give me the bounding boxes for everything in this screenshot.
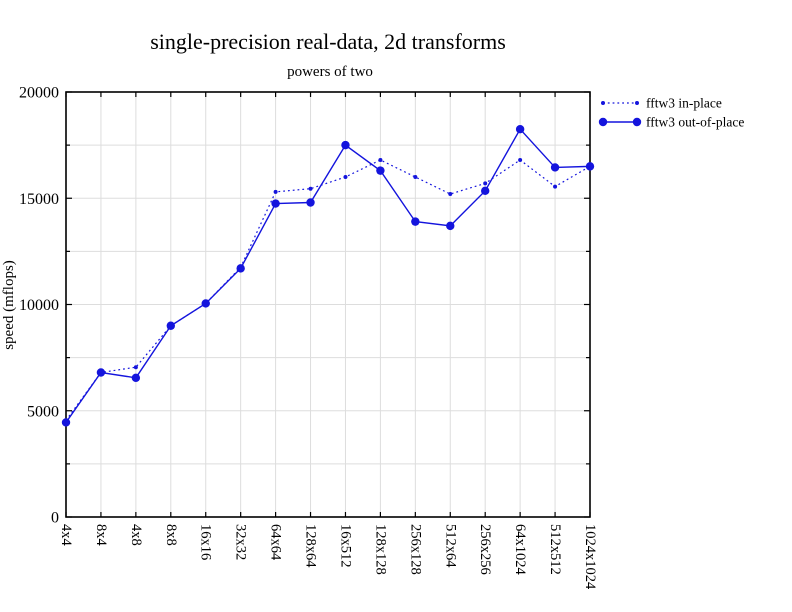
x-tick-label: 512x64 <box>442 524 458 568</box>
y-tick-label: 0 <box>51 510 59 527</box>
x-tick-label: 4x8 <box>128 524 144 546</box>
x-tick-label: 64x1024 <box>512 524 528 576</box>
data-point <box>61 418 71 427</box>
y-axis-label: speed (mflops) <box>1 260 17 350</box>
chart-subtitle: powers of two <box>287 64 373 80</box>
x-tick-label: 64x64 <box>268 524 284 561</box>
x-tick-label: 512x512 <box>547 524 563 575</box>
data-point <box>413 175 418 179</box>
legend: fftw3 in-place fftw3 out-of-place <box>598 96 744 130</box>
y-tick-label: 10000 <box>19 297 59 314</box>
data-point <box>553 184 558 189</box>
x-tick-label: 8x8 <box>163 524 179 546</box>
plot-area: 0 5000 10000 15000 20000 4x4 8x4 4x8 8x8 16x16 32x… <box>19 85 598 591</box>
data-point <box>131 373 141 383</box>
data-point <box>378 158 383 162</box>
legend-label-out-of-place: fftw3 out-of-place <box>646 115 744 130</box>
x-tick-label: 256x256 <box>477 524 493 575</box>
x-tick-label: 256x128 <box>407 524 423 575</box>
legend-marker-dot <box>598 117 608 127</box>
data-point <box>96 368 106 377</box>
data-point <box>376 166 385 175</box>
legend-marker-dot <box>635 101 639 105</box>
x-tick-label: 4x4 <box>58 524 74 547</box>
data-point <box>273 189 278 194</box>
x-tick-label: 1024x1024 <box>582 524 598 590</box>
data-point <box>341 140 350 150</box>
x-tick-label: 128x64 <box>303 524 319 568</box>
legend-entry-in-place: fftw3 in-place <box>601 96 722 111</box>
chart-title: single-precision real-data, 2d transform… <box>150 29 506 54</box>
data-point <box>271 199 280 208</box>
data-point <box>518 158 523 162</box>
data-point <box>133 365 138 370</box>
data-point <box>166 321 175 330</box>
y-tick-label: 20000 <box>19 85 59 102</box>
y-tick-label: 15000 <box>19 191 59 208</box>
data-point <box>515 124 525 134</box>
data-point <box>343 175 348 179</box>
series-line-out-of-place <box>65 128 591 423</box>
series-line-in-place <box>65 159 591 421</box>
x-tick-label: 16x512 <box>337 524 353 568</box>
data-point <box>550 163 560 172</box>
x-tick-label: 128x128 <box>372 524 388 575</box>
data-point <box>308 186 313 191</box>
legend-label-in-place: fftw3 in-place <box>646 96 722 111</box>
legend-marker-dot <box>632 117 642 127</box>
x-tick-label: 16x16 <box>198 524 214 560</box>
legend-marker-dotted-line <box>601 101 639 105</box>
legend-marker-dot <box>601 101 605 105</box>
legend-marker-solid-line <box>598 117 642 127</box>
data-point <box>411 217 420 226</box>
data-point <box>481 186 490 196</box>
x-tick-label: 32x32 <box>233 524 249 560</box>
data-point <box>236 264 245 273</box>
y-tick-label: 5000 <box>27 403 59 420</box>
data-point <box>585 162 595 171</box>
data-point <box>448 192 453 196</box>
x-tick-label: 8x4 <box>93 524 109 547</box>
legend-entry-out-of-place: fftw3 out-of-place <box>598 115 744 130</box>
data-point <box>306 198 315 207</box>
data-point <box>201 299 210 308</box>
data-point <box>446 221 455 231</box>
data-point <box>483 181 488 186</box>
